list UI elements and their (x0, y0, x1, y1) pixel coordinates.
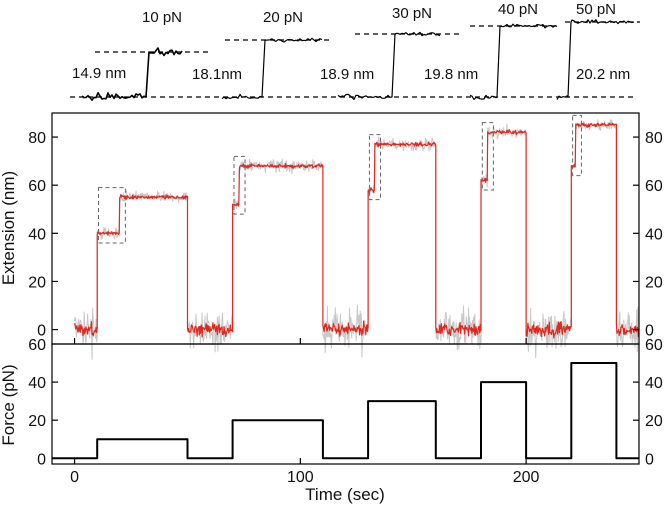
extension-plot-frame (51, 112, 640, 345)
force-y-top-label: 60 (645, 337, 663, 354)
force-right-tick-label: 40 (645, 375, 663, 392)
force-x-tick-label: 0 (70, 469, 79, 486)
extension-y-tick-label: 40 (28, 226, 46, 243)
extension-y-tick-label: 20 (28, 274, 46, 291)
extension-y-tick-label: 60 (28, 178, 46, 195)
step-zoom-box (481, 122, 494, 191)
extension-y-tick-label: 0 (37, 323, 46, 340)
inset-force-label: 30 pN (392, 5, 432, 22)
force-y-top-label: 60 (28, 337, 46, 354)
inset-traces (81, 19, 635, 101)
step-zoom-box (98, 187, 126, 244)
force-y-axis-label: Force (pN) (0, 364, 18, 445)
force-right-tick-label: 0 (645, 451, 654, 468)
inset-step-label: 18.9 nm (320, 66, 374, 83)
inset-step-trace (556, 19, 635, 100)
extension-ticks: 0 0 20 20 40 40 60 60 80 80 (28, 130, 663, 344)
force-ticks: 0 0 20 20 40 40 60 60 0 100 200 (28, 337, 663, 486)
extension-panel: 0 0 20 20 40 40 60 60 80 80 Extension (nm) (0, 112, 663, 360)
inset-step-trace (81, 47, 183, 101)
inset-step-label: 19.8 nm (424, 66, 478, 83)
extension-right-tick-label: 60 (645, 178, 663, 195)
inset-step-trace (337, 31, 441, 100)
extension-right-tick-label: 40 (645, 226, 663, 243)
force-trace (52, 362, 639, 460)
inset-step-label: 20.2 nm (576, 66, 630, 83)
extension-right-tick-label: 80 (645, 130, 663, 147)
inset-force-label: 20 pN (263, 9, 303, 26)
step-zoom-box (233, 155, 246, 215)
extension-filtered-series (74, 122, 640, 339)
inset-force-label: 40 pN (498, 1, 538, 18)
force-plot-frame (51, 343, 640, 465)
force-x-tick-label: 200 (513, 469, 540, 486)
inset-step-trace (469, 23, 558, 100)
force-panel: 0 0 20 20 40 40 60 60 0 100 200 Force (pN) Time (s… (0, 337, 663, 504)
extension-step-boxes (98, 114, 582, 244)
force-y-tick-label: 40 (28, 375, 46, 392)
force-x-tick-label: 100 (287, 469, 314, 486)
extension-right-tick-label: 20 (645, 274, 663, 291)
time-x-axis-label: Time (sec) (305, 485, 385, 504)
extension-raw-trace (74, 119, 640, 360)
inset-force-label: 10 pN (142, 9, 182, 26)
step-insets: 10 pN 20 pN 30 pN 40 pN 50 pN 14.9 nm 18… (70, 1, 640, 101)
step-zoom-box (572, 114, 582, 177)
step-zoom-box (368, 134, 381, 201)
extension-raw-series (74, 119, 640, 360)
inset-step-label: 18.1nm (192, 66, 242, 83)
force-y-tick-label: 20 (28, 413, 46, 430)
inset-step-label: 14.9 nm (72, 65, 126, 82)
extension-right-tick-label: 0 (645, 323, 654, 340)
extension-y-tick-label: 80 (28, 130, 46, 147)
force-series (52, 362, 639, 460)
force-y-tick-label: 0 (37, 451, 46, 468)
inset-step-trace (221, 37, 323, 100)
extension-filtered-trace (74, 122, 640, 339)
extension-y-axis-label: Extension (nm) (0, 171, 18, 285)
force-right-tick-label: 20 (645, 413, 663, 430)
inset-force-label: 50 pN (576, 1, 616, 18)
